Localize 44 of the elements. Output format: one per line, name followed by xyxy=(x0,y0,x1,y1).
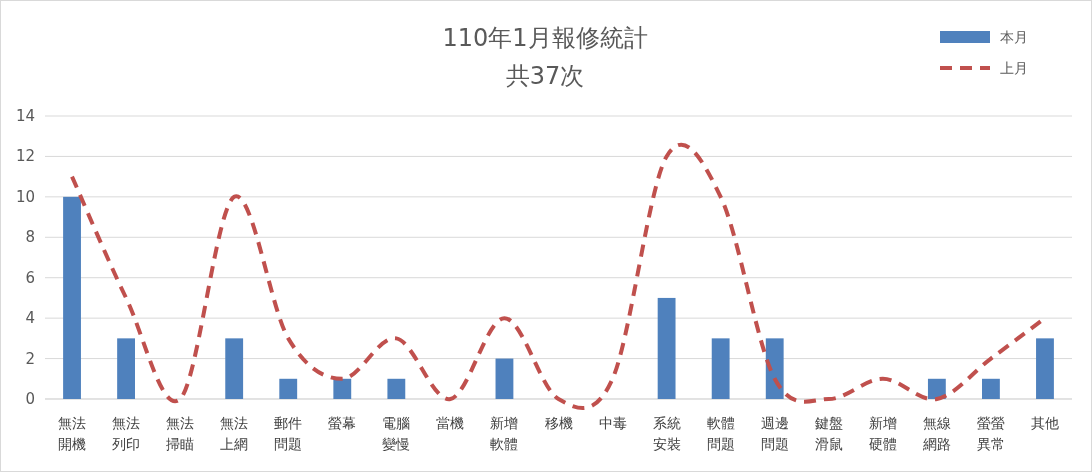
chart-title: 110年1月報修統計 xyxy=(442,24,648,52)
x-tick-label: 週邊問題 xyxy=(760,415,789,452)
bar xyxy=(765,338,784,399)
y-tick-label: 4 xyxy=(25,309,35,328)
x-tick-label: 螢幕 xyxy=(328,415,357,431)
bar xyxy=(657,297,676,399)
bar xyxy=(711,338,730,399)
x-tick-label: 軟體問題 xyxy=(706,415,735,452)
y-tick-label: 2 xyxy=(25,349,35,368)
legend-label: 上月 xyxy=(1000,60,1028,76)
x-tick-label: 無法開機 xyxy=(58,415,87,452)
bar xyxy=(927,378,946,399)
x-tick-label: 新增軟體 xyxy=(490,415,519,452)
y-tick-label: 14 xyxy=(15,107,35,125)
y-tick-label: 6 xyxy=(25,268,35,287)
y-tick-label: 12 xyxy=(15,147,35,166)
x-tick-label: 鍵盤滑鼠 xyxy=(814,415,843,452)
bar xyxy=(387,378,406,399)
x-tick-label: 電腦變慢 xyxy=(382,415,411,452)
bar xyxy=(333,378,352,399)
x-tick-label: 螢螢異常 xyxy=(976,415,1005,452)
y-tick-label: 8 xyxy=(25,228,35,247)
bar xyxy=(225,338,244,399)
x-tick-label: 中毒 xyxy=(598,415,627,431)
x-tick-label: 其他 xyxy=(1030,415,1059,431)
x-tick-label: 無法列印 xyxy=(112,415,141,452)
chart-subtitle: 共37次 xyxy=(505,62,585,90)
x-tick-label: 新增硬體 xyxy=(868,415,897,452)
x-tick-label: 系統安裝 xyxy=(652,415,681,452)
y-tick-label: 0 xyxy=(25,390,35,408)
bar xyxy=(63,196,81,399)
x-tick-label: 無法掃瞄 xyxy=(166,415,195,452)
bar xyxy=(1036,338,1054,399)
bar xyxy=(495,358,514,399)
x-tick-label: 無線網路 xyxy=(921,415,951,452)
legend-label: 本月 xyxy=(1000,29,1028,45)
x-tick-label: 當機 xyxy=(436,415,465,431)
bar xyxy=(982,378,1000,399)
x-tick-label: 無法上網 xyxy=(220,415,249,452)
y-tick-label: 10 xyxy=(15,187,35,206)
x-tick-label: 移機 xyxy=(544,415,573,431)
bar xyxy=(117,338,135,399)
x-tick-label: 郵件問題 xyxy=(274,415,303,452)
bar xyxy=(279,378,298,399)
